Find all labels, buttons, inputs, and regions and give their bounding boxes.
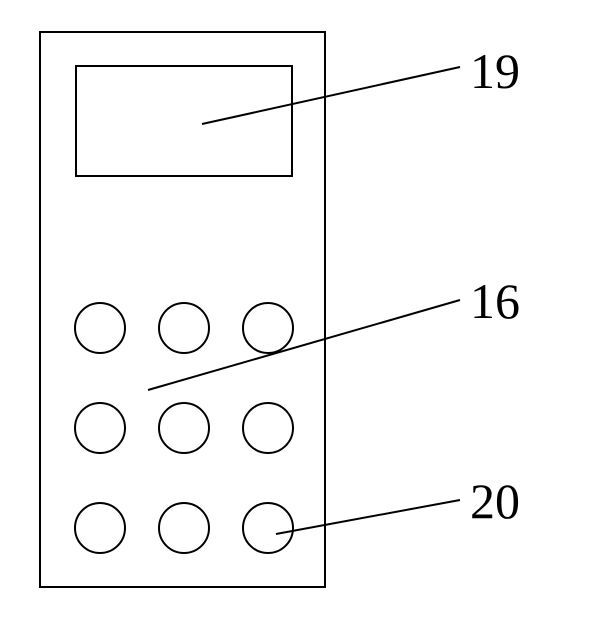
keypad-button — [243, 303, 293, 353]
keypad-button — [243, 403, 293, 453]
callout-line-19 — [202, 67, 460, 124]
diagram-svg: 19 16 20 — [0, 0, 599, 619]
callout-line-20 — [276, 500, 460, 534]
keypad-button — [243, 503, 293, 553]
keypad-button — [159, 503, 209, 553]
device-screen — [76, 66, 292, 176]
keypad-button — [75, 503, 125, 553]
keypad-button — [75, 403, 125, 453]
keypad-button — [75, 303, 125, 353]
keypad-button — [159, 403, 209, 453]
callout-label-19: 19 — [470, 43, 520, 99]
callout-line-16 — [148, 300, 460, 390]
callout-label-20: 20 — [470, 473, 520, 529]
keypad-button — [159, 303, 209, 353]
callout-label-16: 16 — [470, 273, 520, 329]
